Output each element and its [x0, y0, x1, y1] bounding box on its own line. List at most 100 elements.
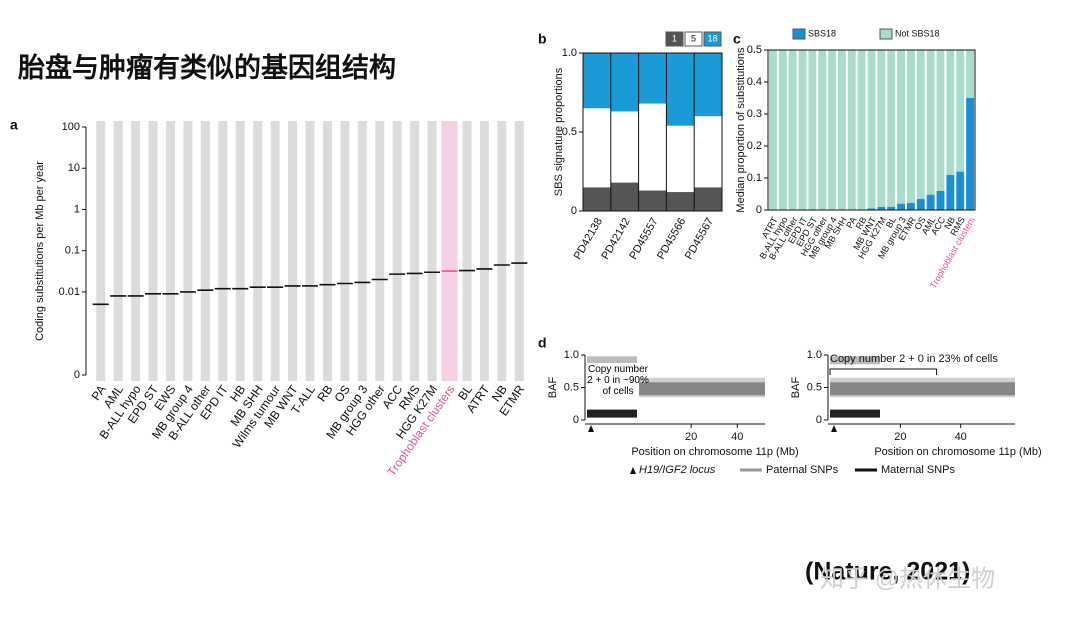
legend-swatch: [703, 31, 722, 47]
bar-segment: [907, 50, 915, 203]
citation: (Nature, 2021): [805, 558, 970, 586]
y-tick-label: 0.1: [65, 245, 80, 257]
y-axis-label: Coding substitutions per Mb per year: [34, 161, 46, 341]
extra-band: [830, 356, 880, 365]
panel-label: d: [538, 335, 547, 351]
bar-segment: [887, 50, 896, 207]
y-tick-label: 0.3: [747, 108, 762, 120]
bar-segment: [778, 50, 787, 210]
y-tick-label: 0.5: [807, 381, 822, 393]
extra-band: [587, 409, 637, 418]
bar-segment: [666, 192, 695, 211]
category-band: [218, 121, 228, 381]
bar-segment: [808, 50, 817, 210]
y-tick-label: 1.0: [807, 349, 822, 361]
legend-label: 5: [691, 33, 696, 43]
category-band: [410, 121, 420, 381]
category-band: [497, 121, 507, 381]
bar-segment: [666, 53, 695, 126]
locus-marker: [831, 425, 837, 432]
annotation-bg: [587, 363, 639, 407]
y-tick-label: 0: [74, 369, 80, 381]
x-tick-label: BL: [884, 215, 898, 230]
x-axis-label: Position on chromosome 11p (Mb): [631, 446, 798, 458]
category-band: [322, 121, 332, 381]
annotation: Copy number 2 + 0 in 23% of cells: [830, 353, 998, 365]
bar-segment: [936, 50, 945, 191]
bar-segment: [857, 50, 866, 210]
bar-segment: [966, 98, 974, 210]
bar-segment: [694, 53, 722, 117]
annotation: Copy number 2 + 0 in ~90% of cells: [587, 364, 649, 397]
bar-segment: [583, 187, 611, 211]
y-tick-label: 0.01: [59, 286, 80, 298]
y-tick-label: 10: [68, 162, 80, 174]
x-tick-label: 40: [731, 431, 743, 443]
bar-segment: [694, 116, 722, 188]
bar-segment: [907, 202, 915, 210]
y-tick-label: 1: [74, 203, 80, 215]
bar-segment: [867, 208, 876, 210]
bar-segment: [897, 203, 905, 210]
category-band: [235, 121, 245, 381]
y-axis-label: BAF: [547, 377, 559, 399]
category-band: [357, 121, 367, 381]
category-band: [131, 121, 141, 381]
annotation-bracket: [829, 368, 938, 375]
bar-segment: [666, 125, 695, 193]
bar-segment: [828, 50, 836, 210]
y-tick-label: 0: [816, 414, 822, 426]
bar-segment: [887, 206, 896, 210]
slide-title: 胎盘与肿瘤有类似的基因组结构: [18, 52, 396, 83]
category-band: [340, 121, 350, 381]
bar-segment: [956, 171, 965, 210]
category-band: [441, 121, 458, 381]
legend-label: 18: [707, 33, 717, 43]
y-tick-label: 0: [573, 414, 579, 426]
bar-segment: [946, 174, 955, 210]
y-tick-label: 0.1: [747, 172, 762, 184]
panel-label: a: [10, 117, 18, 133]
y-tick-label: 0.5: [564, 381, 579, 393]
y-tick-label: 1.0: [562, 47, 577, 59]
category-band: [183, 121, 193, 381]
category-band: [375, 121, 385, 381]
bar-segment: [916, 50, 925, 199]
locus-marker: [588, 425, 594, 432]
watermark: 知乎 @热休生物: [820, 565, 995, 592]
bar-segment: [583, 108, 611, 188]
y-axis-label: Median proportion of substitutions: [735, 47, 747, 213]
x-axis-label: Position on chromosome 11p (Mb): [874, 446, 1041, 458]
y-tick-label: 0.5: [747, 44, 762, 56]
bar-segment: [818, 50, 827, 210]
bar-segment: [610, 53, 639, 112]
category-band: [462, 121, 472, 381]
x-tick-label: 40: [955, 431, 967, 443]
bar-segment: [838, 50, 846, 210]
y-axis-label: BAF: [790, 377, 802, 399]
bar-segment: [638, 190, 667, 211]
legend-swatch: [665, 31, 684, 47]
bar-segment: [769, 50, 777, 210]
panel-label: b: [538, 31, 547, 47]
legend-label: Maternal SNPs: [881, 464, 955, 476]
y-tick-label: 0.4: [747, 76, 762, 88]
bar-segment: [877, 206, 886, 210]
bar-segment: [946, 50, 955, 175]
bar-segment: [926, 50, 935, 195]
category-band: [200, 121, 210, 381]
y-tick-label: 0: [571, 205, 577, 217]
bar-segment: [966, 50, 974, 98]
maternal-band: [830, 382, 1015, 396]
category-band: [392, 121, 402, 381]
bar-segment: [897, 50, 905, 204]
legend-label: SBS18: [808, 28, 836, 38]
x-tick-label: PA: [844, 215, 858, 230]
legend-label: Not SBS18: [895, 28, 940, 38]
panel-label: c: [733, 31, 741, 47]
category-band: [270, 121, 280, 381]
y-tick-label: 0: [756, 204, 762, 216]
legend-swatch: [879, 28, 893, 40]
legend-swatch: [792, 28, 806, 40]
